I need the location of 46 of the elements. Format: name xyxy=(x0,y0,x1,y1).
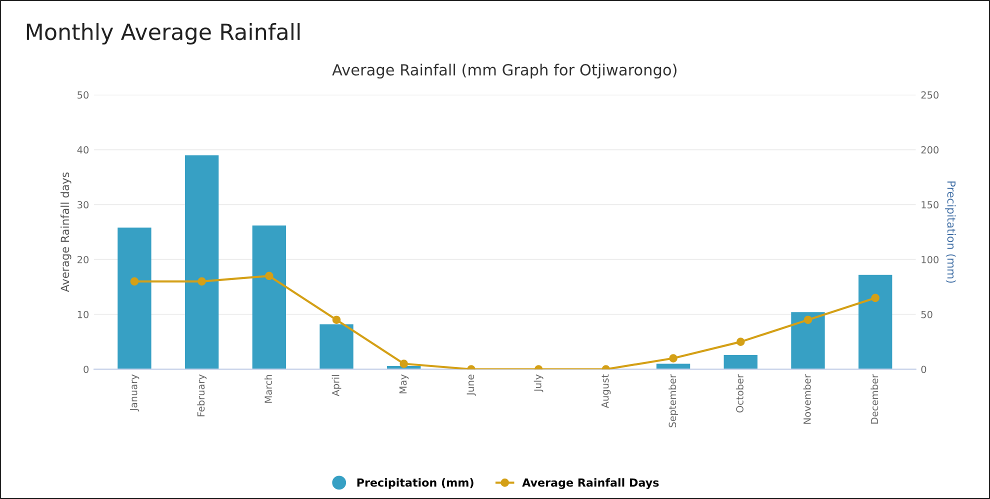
point xyxy=(804,316,812,324)
bar xyxy=(791,312,825,370)
x-tick-label: November xyxy=(803,374,811,424)
y-tick-label: 0 xyxy=(84,366,89,374)
x-tick-label: September xyxy=(668,374,678,428)
point xyxy=(736,338,745,346)
x-tick-label: June xyxy=(466,374,476,396)
y2-axis-title: Precipitation (mm) xyxy=(945,181,956,283)
y-tick-label: 30 xyxy=(78,201,89,208)
point xyxy=(332,316,341,324)
legend-label: Average Rainfall Days xyxy=(522,478,659,489)
y2-tick-label: 0 xyxy=(921,366,926,374)
point xyxy=(265,272,274,280)
x-tick-label: March xyxy=(264,374,272,403)
point xyxy=(871,294,880,302)
y-tick-label: 20 xyxy=(78,256,89,264)
legend-label: Precipitation (mm) xyxy=(357,478,474,489)
y-axis-title: Average Rainfall days xyxy=(60,172,72,292)
bar xyxy=(320,324,354,370)
bar xyxy=(724,354,758,370)
x-tick-label: August xyxy=(602,374,611,408)
text: Monthly Average Rainfall xyxy=(26,23,300,45)
x-tick-label: July xyxy=(534,374,544,392)
x-tick-label: January xyxy=(130,374,140,412)
bar xyxy=(858,274,892,370)
y-tick-label: 10 xyxy=(78,310,89,318)
x-tick-label: December xyxy=(870,374,878,424)
y-tick-label: 50 xyxy=(78,91,89,99)
x-tick-label: May xyxy=(399,374,409,394)
x-tick-label: October xyxy=(736,374,744,412)
y2-tick-label: 100 xyxy=(922,256,939,264)
point xyxy=(198,277,206,286)
y2-tick-label: 50 xyxy=(921,310,932,318)
y2-tick-label: 200 xyxy=(921,146,939,154)
y-tick-label: 40 xyxy=(77,146,89,154)
chart-title: Average Rainfall (mm Graph for Otjiwarongo) xyxy=(332,64,676,79)
x-tick-label: February xyxy=(197,374,207,416)
point xyxy=(130,277,139,286)
y2-tick-label: 250 xyxy=(921,91,939,99)
point xyxy=(669,354,678,362)
bar xyxy=(252,225,286,370)
y2-tick-label: 150 xyxy=(922,201,939,208)
point xyxy=(400,360,408,368)
bar xyxy=(184,155,219,370)
x-tick-label: April xyxy=(332,375,342,396)
bar xyxy=(118,228,152,370)
